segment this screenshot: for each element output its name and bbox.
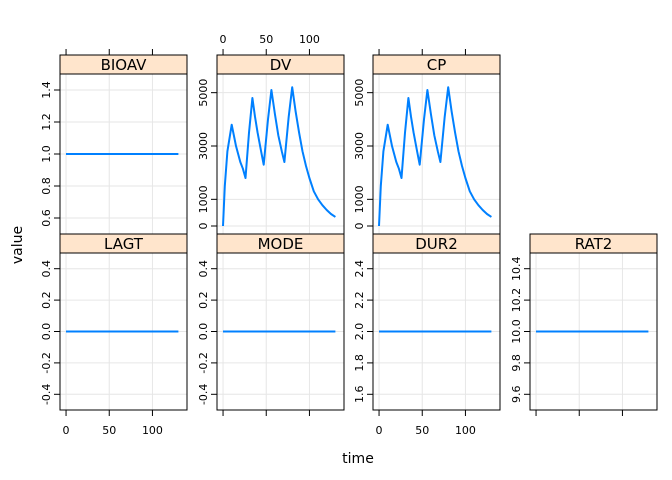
y-tick-label: 1.8 [353,354,366,372]
y-tick-label: 1000 [353,185,366,213]
strip-mode [216,233,345,254]
y-tick-label: 0.2 [197,291,210,309]
panel-dur2: DUR2 1.6 1.8 2.0 2.2 2.4 0 50 100 [353,233,501,437]
strip-bioav [59,54,188,75]
y-tick-label: 1000 [197,185,210,213]
panel-bioav: BIOAV 0.6 0.8 1.0 1.2 1.4 [40,49,188,235]
panel-mode: MODE -0.4 -0.2 0.0 0.2 0.4 [197,233,345,416]
panel-dv: DV 0 1000 3000 5000 0 50 100 [197,33,345,235]
y-tick-label: 1.4 [40,81,53,99]
x-tick-label-bottom: 50 [415,424,429,437]
x-tick-label-bottom: 0 [376,424,383,437]
panel-cp: CP 0 1000 3000 5000 [353,49,501,235]
strip-cp [372,54,501,75]
y-tick-label: 2.0 [353,323,366,341]
strip-rat2 [529,233,658,254]
y-tick-label: 9.6 [510,386,523,404]
panel-lagt: LAGT -0.4 -0.2 0.0 0.2 0.4 0 50 100 [40,233,188,437]
y-tick-label: 5000 [197,79,210,107]
x-axis-title: time [342,451,374,467]
x-tick-label-top: 0 [220,33,227,46]
y-tick-label: 1.6 [353,386,366,404]
y-tick-label: 0.4 [197,260,210,278]
strip-label-dur2: DUR2 [415,235,458,253]
strip-label-dv: DV [270,56,292,74]
y-tick-label: 3000 [353,132,366,160]
strip-label-mode: MODE [258,235,304,253]
plot-frame [372,73,501,235]
y-tick-label: 10.0 [510,319,523,344]
strip-label-lagt: LAGT [104,235,144,253]
y-tick-label: 0.6 [40,209,53,227]
y-tick-label: 9.8 [510,354,523,372]
y-tick-label: -0.4 [197,384,210,405]
x-tick-label-top: 100 [299,33,320,46]
y-tick-label: 0 [353,223,366,230]
strip-dur2 [372,233,501,254]
y-tick-label: 0.0 [197,323,210,341]
strip-label-rat2: RAT2 [575,235,613,253]
y-tick-label: 5000 [353,79,366,107]
y-tick-label: 3000 [197,132,210,160]
y-axis-title: value [10,226,26,264]
series-line-cp [378,86,492,227]
y-tick-label: 0.8 [40,177,53,195]
y-tick-label: 10.4 [510,256,523,281]
x-tick-label-bottom: 50 [102,424,116,437]
strip-dv [216,54,345,75]
y-tick-label: 0.4 [40,260,53,278]
y-tick-label: 1.0 [40,145,53,163]
y-tick-label: 2.2 [353,291,366,309]
y-tick-label: 0.0 [40,323,53,341]
x-tick-label-bottom: 100 [455,424,476,437]
strip-label-bioav: BIOAV [101,56,148,74]
y-tick-label: -0.2 [197,352,210,373]
y-tick-label: 2.4 [353,260,366,278]
y-tick-label: 1.2 [40,113,53,131]
y-tick-label: -0.4 [40,384,53,405]
strip-label-cp: CP [427,56,447,74]
y-tick-label: 0.2 [40,291,53,309]
x-tick-label-top: 50 [259,33,273,46]
x-tick-label-bottom: 100 [142,424,163,437]
y-tick-label: 0 [197,223,210,230]
x-tick-label-bottom: 0 [63,424,70,437]
series-line-dv [222,86,336,227]
y-tick-label: 10.2 [510,288,523,313]
strip-lagt [59,233,188,254]
y-tick-label: -0.2 [40,352,53,373]
panel-rat2: RAT2 9.6 9.8 10.0 10.2 10.4 [510,233,658,416]
plot-frame [216,73,345,235]
